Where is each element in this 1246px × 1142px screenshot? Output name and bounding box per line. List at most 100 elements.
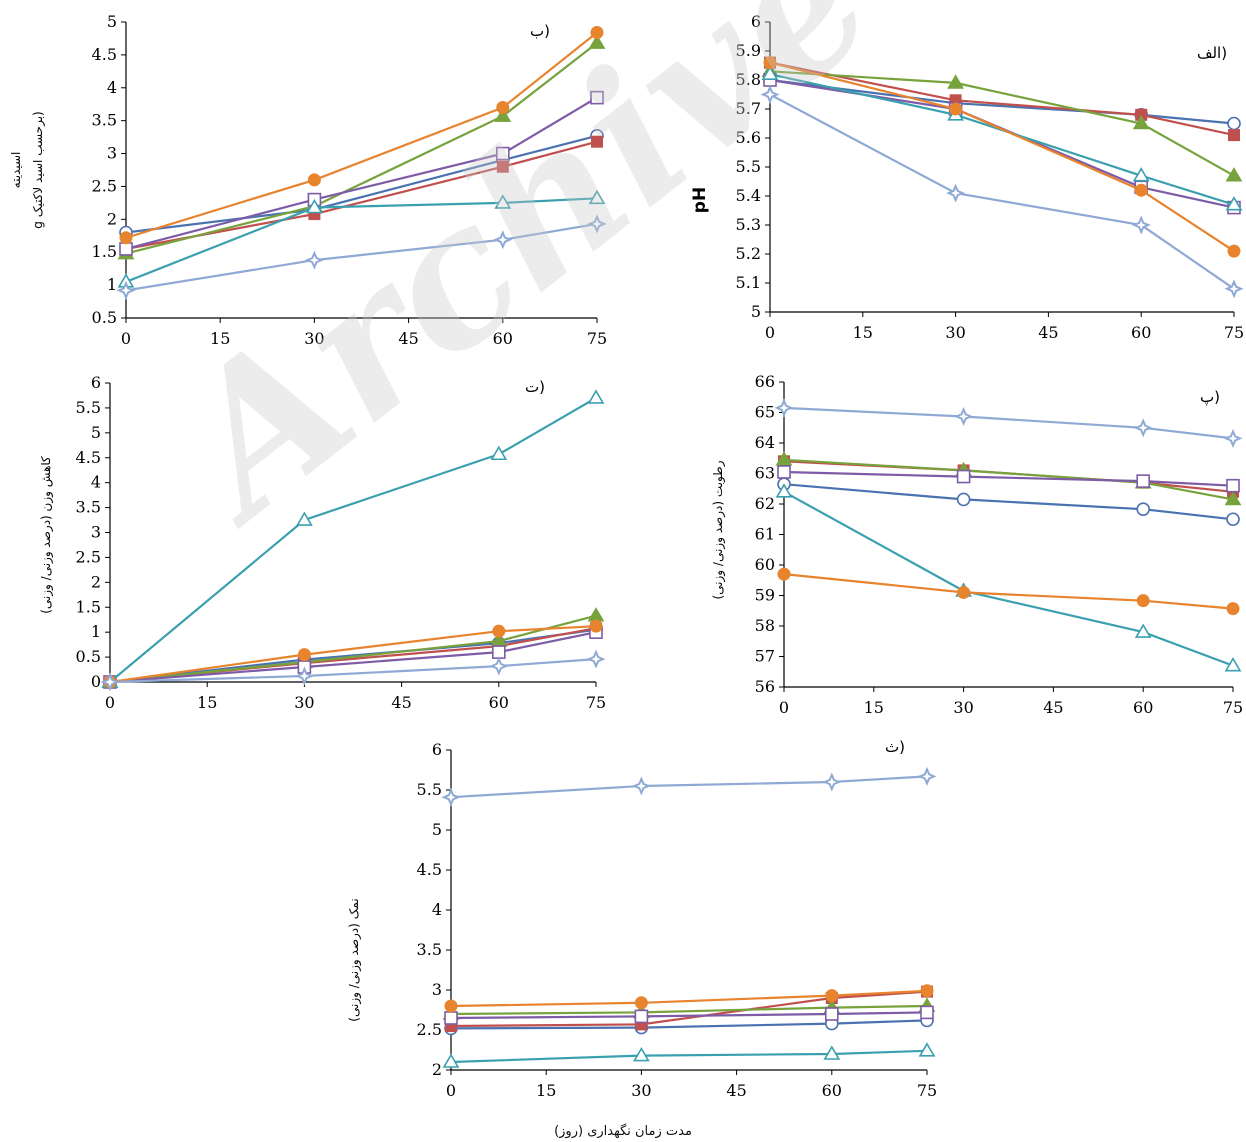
- x-tick-label: 0: [446, 1081, 456, 1100]
- x-tick-label: 0: [105, 693, 115, 712]
- x-tick-label: 30: [953, 698, 973, 717]
- data-point: [496, 160, 509, 173]
- series-line: [769, 70, 1235, 177]
- chart-se: 22.533.544.555.560 15 30 45 60 75ث)نمک (درصد …: [347, 738, 937, 1100]
- data-point: [956, 469, 971, 484]
- data-point: [1224, 279, 1244, 299]
- x-tick-label: 75: [586, 693, 606, 712]
- data-point: [491, 645, 506, 659]
- data-point: [1226, 602, 1240, 616]
- y-tick-label: 57: [755, 647, 775, 666]
- data-point: [954, 407, 974, 427]
- data-point: [444, 999, 458, 1013]
- x-tick-label: 30: [294, 693, 314, 712]
- x-tick-label: 60: [1133, 698, 1153, 717]
- y-tick-label: 5.9: [736, 41, 761, 60]
- data-point: [1224, 490, 1242, 506]
- y-tick-label: 63: [755, 464, 775, 483]
- data-point: [1224, 657, 1242, 672]
- data-point: [496, 101, 510, 115]
- x-tick-label: 60: [493, 329, 513, 348]
- data-point: [590, 90, 604, 105]
- series-line: [769, 78, 1235, 125]
- data-point: [586, 649, 606, 669]
- y-axis-label: رطوبت (درصد وزنی/ وزنی): [711, 460, 726, 599]
- series-line: [769, 93, 1235, 290]
- y-tick-label: 2: [107, 209, 117, 228]
- data-point: [823, 1045, 841, 1060]
- data-point: [631, 776, 651, 796]
- series-line: [450, 1004, 928, 1016]
- panel-title: الف): [1197, 44, 1227, 62]
- y-tick-label: 58: [755, 616, 775, 635]
- data-point: [1136, 502, 1150, 516]
- y-tick-label: 5.4: [736, 186, 761, 205]
- data-point: [588, 34, 606, 49]
- data-point: [493, 230, 513, 250]
- y-tick-label: 59: [755, 586, 775, 605]
- series-line: [109, 631, 597, 684]
- x-tick-label: 15: [853, 323, 873, 342]
- y-tick-label: 2.5: [76, 547, 101, 566]
- x-tick-label: 45: [391, 693, 411, 712]
- y-tick-label: 5: [432, 820, 442, 839]
- x-tick-label: 75: [1224, 323, 1244, 342]
- data-point: [774, 398, 794, 418]
- series-line: [125, 140, 598, 250]
- data-point: [825, 989, 839, 1003]
- series-line: [125, 197, 598, 283]
- x-tick-label: 15: [536, 1081, 556, 1100]
- y-tick-label: 1.5: [76, 597, 101, 616]
- data-point: [492, 624, 506, 638]
- data-point: [634, 996, 648, 1010]
- data-point: [822, 772, 842, 792]
- data-point: [957, 585, 971, 599]
- data-point: [1226, 478, 1240, 493]
- y-tick-label: 5: [107, 12, 117, 31]
- series-line: [109, 396, 597, 683]
- y-tick-label: 4: [91, 473, 101, 492]
- x-tick-label: 75: [917, 1081, 937, 1100]
- series-line: [125, 31, 598, 239]
- data-point: [1136, 474, 1150, 488]
- data-point: [116, 280, 136, 300]
- series-line: [783, 458, 1234, 501]
- series-line: [783, 406, 1234, 440]
- data-point: [918, 1042, 936, 1057]
- data-point: [1134, 183, 1148, 197]
- x-tick-label: 30: [631, 1081, 651, 1100]
- y-tick-label: 5.2: [736, 244, 761, 263]
- data-point: [444, 1011, 458, 1025]
- y-tick-label: 4.5: [92, 45, 117, 64]
- y-tick-label: 2: [91, 572, 101, 591]
- data-point: [100, 672, 120, 692]
- data-point: [917, 766, 937, 786]
- chart-pe: 56 57 58 59 60 61 62 63 64 65 66 0 15 30 45 60 75 پ) رطوبت…: [711, 372, 1243, 717]
- series-line: [783, 490, 1234, 667]
- series-line: [769, 61, 1235, 137]
- y-tick-label: 0.5: [92, 308, 117, 327]
- data-point: [119, 231, 133, 245]
- x-tick-label: 45: [1043, 698, 1063, 717]
- data-point: [590, 26, 604, 40]
- y-tick-label: 6: [751, 12, 761, 31]
- data-point: [920, 984, 934, 998]
- data-point: [495, 146, 510, 161]
- data-point: [1132, 114, 1150, 130]
- x-tick-label: 0: [121, 329, 131, 348]
- data-point: [489, 656, 509, 676]
- panel-title: ب): [530, 22, 550, 40]
- x-tick-label: 75: [1223, 698, 1243, 717]
- data-point: [920, 1005, 934, 1020]
- data-point: [1226, 512, 1240, 527]
- data-point: [589, 619, 603, 633]
- y-tick-label: 64: [755, 433, 775, 452]
- data-point: [587, 389, 605, 404]
- data-point: [441, 787, 461, 807]
- x-tick-label: 60: [489, 693, 509, 712]
- series-line: [769, 78, 1235, 209]
- data-point: [956, 492, 971, 507]
- series-line: [109, 625, 597, 684]
- y-tick-label: 5.3: [736, 215, 761, 234]
